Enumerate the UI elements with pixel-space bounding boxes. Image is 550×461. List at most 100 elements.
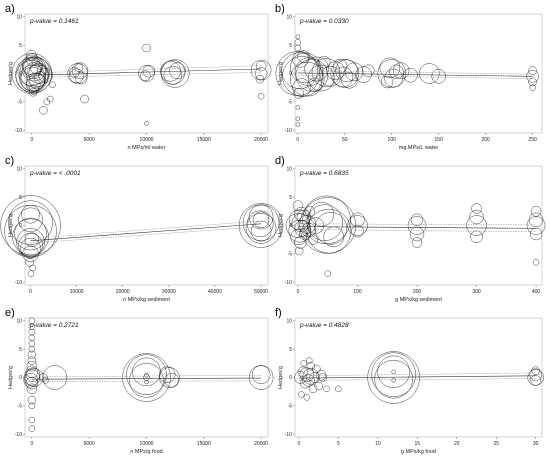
x-tick-label: 50 [342,137,348,143]
x-tick-label: 150 [435,137,444,143]
x-tick-label: 20000 [254,441,268,447]
y-tick-label: -10 [285,128,292,134]
data-point [294,206,309,222]
data-point [528,77,537,87]
data-point [307,234,319,245]
y-tick-label: 10 [286,15,292,21]
data-point [304,56,329,82]
data-point [314,212,347,245]
data-point [392,62,410,79]
x-tick-label: 15000 [197,137,211,143]
data-point [300,360,307,367]
data-point [132,357,161,387]
data-point [530,206,542,217]
data-point [21,204,40,224]
data-point [69,67,80,78]
data-point [29,264,37,272]
fit-ci-upper [30,220,262,239]
data-point [294,236,307,249]
data-point [335,59,358,82]
fit-ci-upper [297,223,537,226]
y-tick-label: 5 [289,43,292,49]
y-tick-label: -5 [288,404,293,410]
data-point [470,230,483,244]
data-point [411,237,423,248]
data-point [28,425,36,432]
data-point [384,68,403,88]
data-point [297,50,310,63]
p-value-annotation: p-value = < .0001 [29,170,81,177]
data-point [158,366,176,383]
fit-line [298,375,536,379]
y-tick-label: 0 [19,71,22,77]
data-point [377,355,410,389]
data-point [163,65,183,85]
data-point [28,334,36,342]
y-axis-label: Hedges'g [8,62,14,85]
p-value-annotation: p-value = 0.4828 [299,322,349,329]
data-point [281,52,318,89]
data-point [302,368,320,385]
data-point [144,373,149,378]
x-tick-label: 20000 [116,289,130,295]
y-tick-label: -10 [285,280,292,286]
x-tick-label: 10 [375,441,381,447]
x-axis-label: n MPs/kg sediment [123,297,170,303]
y-tick-label: -5 [18,404,23,410]
x-axis-label: mg MPs/L water [399,145,439,151]
data-point [431,69,446,84]
data-point [380,75,394,89]
data-point [27,270,35,277]
data-point [527,369,544,386]
x-tick-label: 20000 [254,137,268,143]
data-point [28,323,36,330]
panel-a: a) -10 -5 0 5 10 0 5000 10000 15000 20000 n MPs/ml … [5,3,272,151]
data-point [295,116,301,122]
x-tick-label: 5000 [84,441,95,447]
data-point [238,203,284,248]
y-tick-label: 5 [289,195,292,201]
data-point [317,55,331,69]
y-tick-label: 10 [16,319,22,325]
data-point [292,200,304,211]
panel-f: f) -10 -5 0 5 10 0 5 10 15 20 25 30 g MPs/kg food Hedg… [275,307,544,455]
data-point [16,228,45,257]
data-point [18,233,43,258]
fit-ci-lower [297,74,533,79]
x-axis-label: n MPs/ml water [128,145,166,151]
y-tick-label: 5 [19,195,22,201]
y-axis-label: Hedges'g [278,366,284,389]
x-tick-label: 10000 [70,289,84,295]
x-tick-label: 0 [296,137,299,143]
data-point [294,57,324,87]
data-point [528,66,537,75]
data-point [531,366,540,375]
data-point [391,378,396,383]
panel-label: e) [5,307,15,319]
p-value-annotation: p-value = 0.1461 [29,18,79,25]
data-point [314,381,323,391]
data-point [419,63,440,84]
x-tick-label: 15000 [197,441,211,447]
data-point [324,270,331,277]
y-axis-label: Hedges'g [278,214,284,237]
p-value-annotation: p-value = 0.6835 [299,170,349,177]
data-point [140,70,151,81]
data-point [142,43,151,53]
data-point [306,204,343,241]
data-point [28,340,36,347]
data-point [25,53,39,66]
x-tick-label: 50000 [254,289,268,295]
x-tick-label: 0 [298,441,301,447]
y-tick-label: 10 [16,167,22,173]
fit-ci-upper [297,70,533,75]
data-point [332,66,354,88]
y-tick-label: 0 [19,375,22,381]
x-axis-label: g MPs/kg food [401,449,436,455]
data-point [12,218,49,256]
data-point [39,106,48,115]
plot-frame [24,317,269,438]
x-tick-label: 0 [30,137,33,143]
data-point [298,227,312,241]
